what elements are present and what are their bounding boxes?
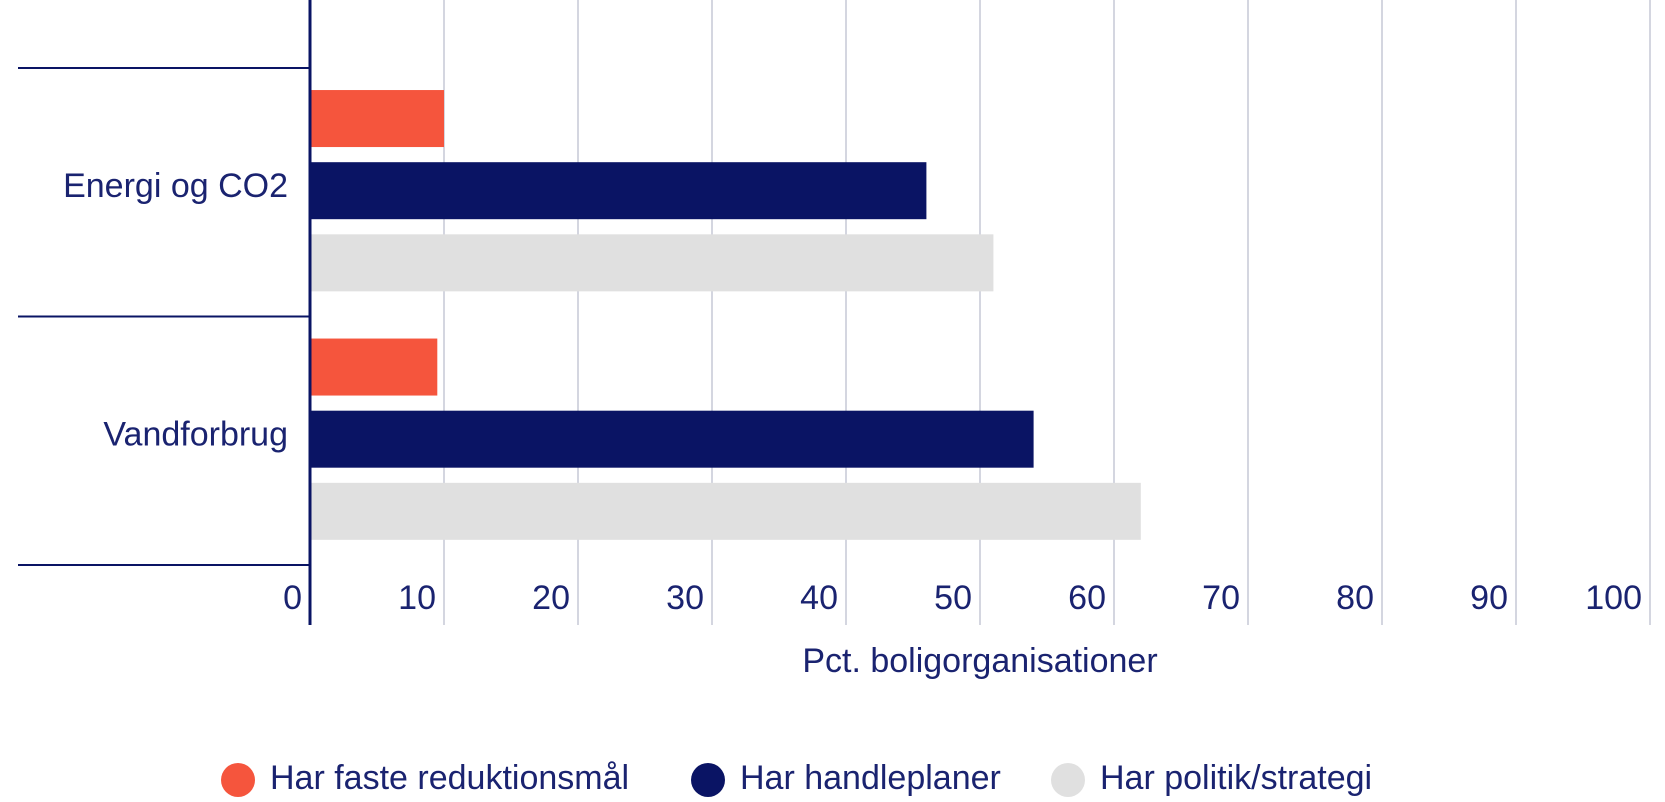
bar [310,162,927,220]
legend-marker [691,763,725,797]
legend-label: Har handleplaner [740,759,1001,797]
x-tick-label: 90 [1470,579,1508,617]
legend-marker [1051,763,1085,797]
x-tick-label: 10 [398,579,436,617]
bar [310,482,1141,540]
x-tick-label: 0 [283,579,302,617]
bar [310,338,438,396]
x-tick-label: 70 [1202,579,1240,617]
bar [310,234,994,292]
x-tick-label: 20 [532,579,570,617]
bar [310,410,1034,468]
legend-marker [221,763,255,797]
y-tick-label: Energi og CO2 [63,167,288,205]
x-axis-title: Pct. boligorganisationer [802,642,1157,680]
x-tick-label: 50 [934,579,972,617]
x-tick-label: 60 [1068,579,1106,617]
x-tick-label: 80 [1336,579,1374,617]
y-tick-label: Vandforbrug [103,416,288,454]
legend-label: Har politik/strategi [1100,759,1372,797]
bar [310,90,444,148]
x-tick-label: 100 [1585,579,1642,617]
legend-label: Har faste reduktionsmål [270,759,629,797]
x-tick-label: 30 [666,579,704,617]
x-tick-label: 40 [800,579,838,617]
